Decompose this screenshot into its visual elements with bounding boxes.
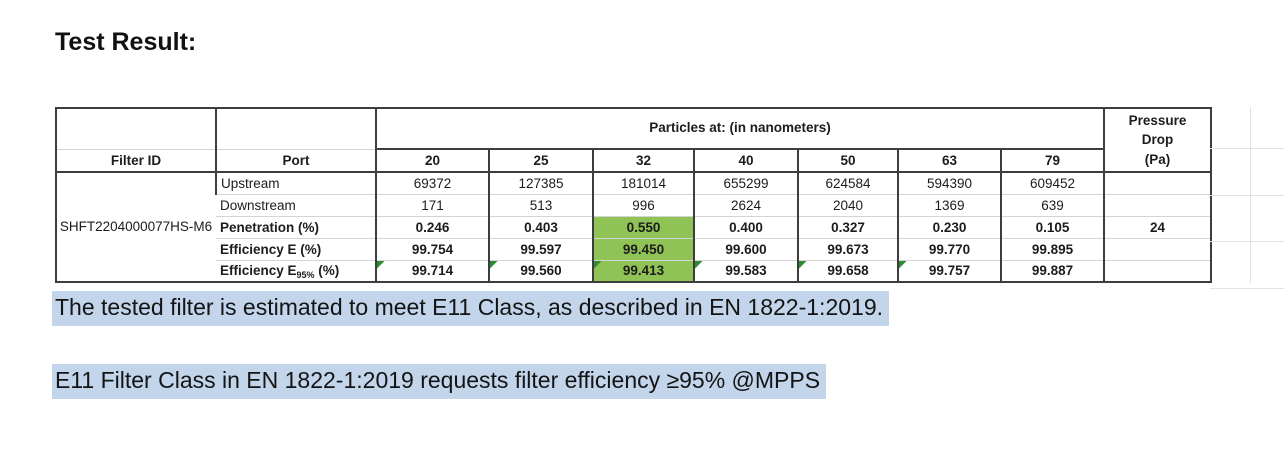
cell-efficiency-pressure bbox=[1103, 237, 1212, 260]
cell-error-indicator-icon bbox=[491, 261, 498, 269]
cell-e95-40: 99.583 bbox=[693, 259, 798, 282]
cell-downstream-63: 1369 bbox=[897, 193, 1001, 216]
spreadsheet-gridlines bbox=[1210, 107, 1284, 289]
filter-id-header-spacer bbox=[56, 108, 216, 150]
gridline bbox=[1210, 148, 1284, 149]
table-row-downstream: Downstream 171 513 996 2624 2040 1369 63… bbox=[56, 193, 1212, 216]
particles-header: Particles at: (in nanometers) bbox=[374, 108, 1105, 150]
particle-size-32-header: 32 bbox=[592, 149, 694, 173]
cell-e95-63: 99.757 bbox=[897, 259, 1001, 282]
cell-error-indicator-icon bbox=[378, 261, 385, 269]
cell-penetration-32-mpps: 0.550 bbox=[592, 215, 694, 238]
pressure-drop-line2: Drop bbox=[1141, 132, 1174, 148]
cell-efficiency-32-mpps: 99.450 bbox=[592, 237, 694, 260]
particle-size-25-header: 25 bbox=[488, 149, 593, 173]
cell-efficiency-79: 99.895 bbox=[999, 237, 1105, 260]
cell-upstream-32: 181014 bbox=[592, 171, 694, 194]
particle-size-50-header: 50 bbox=[797, 149, 898, 173]
gridline bbox=[1210, 195, 1284, 196]
cell-e95-63-value: 99.757 bbox=[928, 263, 971, 279]
test-result-table: Particles at: (in nanometers) Pressure D… bbox=[55, 107, 1213, 283]
cell-error-indicator-icon bbox=[800, 261, 807, 269]
pressure-drop-line3: (Pa) bbox=[1144, 151, 1171, 167]
cell-upstream-63: 594390 bbox=[897, 171, 1001, 194]
cell-e95-32-mpps: 99.413 bbox=[592, 259, 694, 282]
cell-efficiency-50: 99.673 bbox=[797, 237, 898, 260]
gridline bbox=[1210, 288, 1284, 289]
cell-upstream-40: 655299 bbox=[693, 171, 798, 194]
row-label-efficiency-e95: Efficiency E95% (%) bbox=[216, 259, 376, 282]
cell-efficiency-25: 99.597 bbox=[488, 237, 593, 260]
cell-upstream-25: 127385 bbox=[488, 171, 593, 194]
particle-size-20-header: 20 bbox=[375, 149, 489, 173]
gridline bbox=[1250, 107, 1251, 283]
port-header: Port bbox=[215, 149, 376, 173]
table-row-efficiency-e: Efficiency E (%) 99.754 99.597 99.450 99… bbox=[56, 237, 1212, 260]
cell-error-indicator-icon bbox=[900, 261, 907, 269]
table-row-efficiency-e95: Efficiency E95% (%) 99.714 99.560 99.413… bbox=[56, 259, 1212, 282]
cell-e95-20-value: 99.714 bbox=[411, 263, 454, 279]
cell-efficiency-40: 99.600 bbox=[693, 237, 798, 260]
efficiency-e95-suffix: (%) bbox=[314, 263, 340, 279]
cell-e95-32-value: 99.413 bbox=[622, 263, 665, 279]
row-label-efficiency-e: Efficiency E (%) bbox=[216, 237, 376, 260]
cell-e95-25: 99.560 bbox=[488, 259, 593, 282]
conclusion-note-text: The tested filter is estimated to meet E… bbox=[52, 291, 889, 326]
cell-e95-25-value: 99.560 bbox=[520, 263, 562, 279]
table-row-upstream: SHFT2204000077HS-M6 Upstream 69372 12738… bbox=[56, 171, 1212, 234]
cell-downstream-20: 171 bbox=[375, 193, 489, 216]
row-label-penetration: Penetration (%) bbox=[216, 215, 376, 238]
filter-id-header: Filter ID bbox=[56, 149, 216, 173]
cell-e95-50: 99.658 bbox=[797, 259, 898, 282]
row-label-upstream: Upstream bbox=[215, 171, 376, 194]
cell-efficiency-63: 99.770 bbox=[897, 237, 1001, 260]
cell-e95-40-value: 99.583 bbox=[725, 263, 767, 279]
standard-requirement-note-text: E11 Filter Class in EN 1822-1:2019 reque… bbox=[52, 364, 827, 399]
header-row-sizes: Filter ID Port 20 25 32 40 50 63 79 bbox=[56, 149, 1211, 173]
filter-id-value: SHFT2204000077HS-M6 bbox=[59, 218, 213, 234]
row-label-downstream: Downstream bbox=[216, 193, 376, 216]
cell-penetration-25: 0.403 bbox=[488, 215, 593, 238]
page-title: Test Result: bbox=[55, 28, 197, 56]
cell-downstream-40: 2624 bbox=[693, 193, 798, 216]
cell-penetration-50: 0.327 bbox=[797, 215, 898, 238]
cell-upstream-79: 609452 bbox=[999, 171, 1105, 194]
cell-penetration-79: 0.105 bbox=[999, 215, 1105, 238]
standard-requirement-note: E11 Filter Class in EN 1822-1:2019 reque… bbox=[52, 364, 827, 399]
cell-downstream-pressure bbox=[1103, 193, 1212, 216]
particle-size-79-header: 79 bbox=[999, 149, 1105, 173]
conclusion-note: The tested filter is estimated to meet E… bbox=[52, 291, 889, 326]
cell-downstream-50: 2040 bbox=[797, 193, 898, 216]
cell-upstream-50: 624584 bbox=[797, 171, 898, 194]
header-row-particles: Particles at: (in nanometers) Pressure D… bbox=[56, 108, 1212, 173]
cell-downstream-79: 639 bbox=[999, 193, 1105, 216]
cell-pressure-drop-value: 24 bbox=[1103, 215, 1212, 238]
cell-e95-79: 99.887 bbox=[999, 259, 1105, 282]
gridline bbox=[1210, 241, 1284, 242]
pressure-drop-line1: Pressure bbox=[1128, 112, 1187, 128]
cell-penetration-63: 0.230 bbox=[897, 215, 1001, 238]
cell-e95-20: 99.714 bbox=[375, 259, 489, 282]
cell-e95-pressure bbox=[1103, 259, 1212, 282]
efficiency-e95-subscript: 95% bbox=[296, 270, 315, 281]
cell-error-indicator-icon bbox=[696, 261, 703, 269]
cell-e95-50-value: 99.658 bbox=[827, 263, 869, 279]
cell-efficiency-20: 99.754 bbox=[375, 237, 489, 260]
port-header-spacer bbox=[215, 108, 376, 150]
particle-size-63-header: 63 bbox=[897, 149, 1001, 173]
particle-size-40-header: 40 bbox=[693, 149, 798, 173]
cell-error-indicator-icon bbox=[595, 261, 602, 269]
cell-penetration-40: 0.400 bbox=[693, 215, 798, 238]
cell-upstream-20: 69372 bbox=[375, 171, 489, 194]
efficiency-e95-label: Efficiency E bbox=[220, 263, 297, 279]
cell-downstream-25: 513 bbox=[488, 193, 593, 216]
cell-downstream-32: 996 bbox=[592, 193, 694, 216]
cell-upstream-pressure bbox=[1103, 171, 1212, 194]
table-row-penetration: Penetration (%) 0.246 0.403 0.550 0.400 … bbox=[56, 215, 1212, 238]
pressure-drop-header: Pressure Drop (Pa) bbox=[1103, 108, 1212, 173]
cell-penetration-20: 0.246 bbox=[375, 215, 489, 238]
